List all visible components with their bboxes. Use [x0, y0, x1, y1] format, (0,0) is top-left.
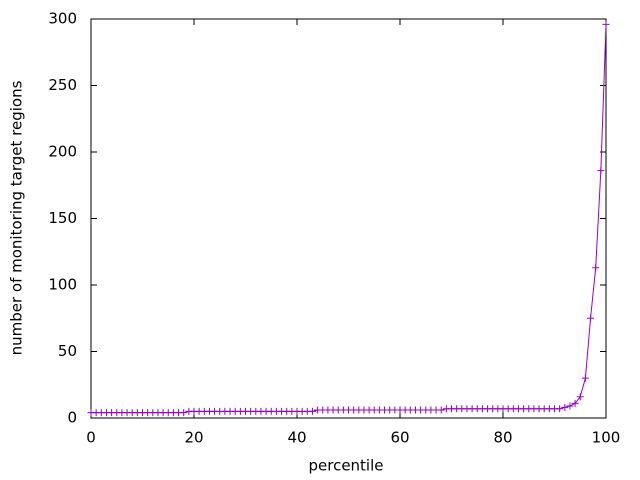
point-marker — [308, 407, 316, 415]
point-marker — [561, 403, 569, 411]
point-marker — [556, 405, 564, 413]
y-tick-label: 250 — [48, 76, 77, 94]
x-tick-label: 80 — [493, 429, 512, 447]
data-line — [91, 24, 607, 414]
y-tick-label: 200 — [48, 143, 77, 161]
y-tick-label: 300 — [48, 10, 77, 28]
point-marker — [566, 402, 574, 410]
point-marker — [576, 393, 584, 401]
x-axis-label: percentile — [308, 457, 383, 475]
y-axis-label: number of monitoring target regions — [8, 80, 26, 355]
x-tick-label: 20 — [184, 429, 203, 447]
x-tick-label: 60 — [390, 429, 409, 447]
y-tick-label: 100 — [48, 276, 77, 294]
point-marker — [602, 20, 610, 28]
x-tick-label: 40 — [287, 429, 306, 447]
point-marker — [571, 399, 579, 407]
point-marker — [437, 406, 445, 414]
point-marker — [597, 167, 605, 175]
y-tick-label: 50 — [58, 342, 77, 360]
point-marker — [180, 409, 188, 417]
y-tick-label: 0 — [67, 409, 77, 427]
point-marker — [592, 264, 600, 272]
plot-frame — [90, 18, 607, 419]
point-marker — [581, 374, 589, 382]
x-tick-label: 100 — [592, 429, 621, 447]
point-marker — [587, 314, 595, 322]
x-tick-label: 0 — [86, 429, 96, 447]
y-tick-label: 150 — [48, 209, 77, 227]
